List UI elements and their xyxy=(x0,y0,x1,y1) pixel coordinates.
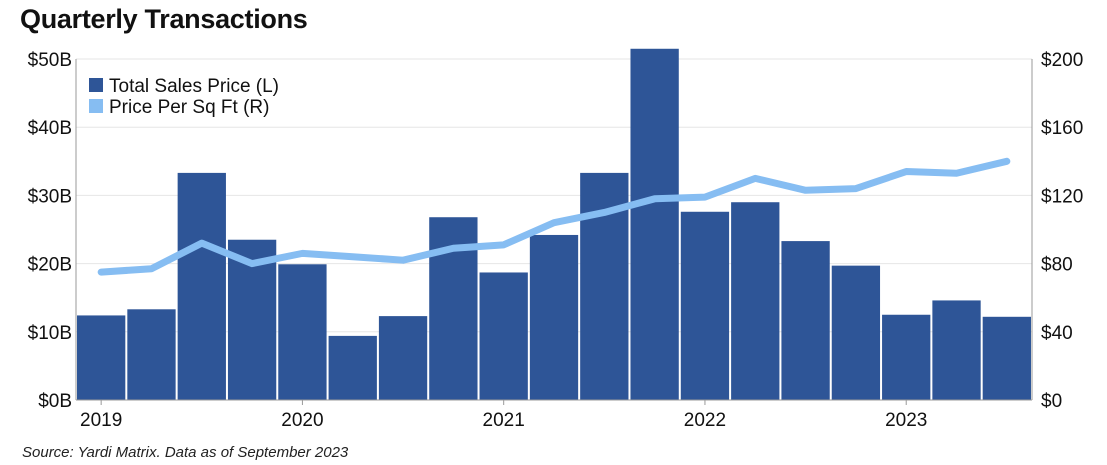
bar xyxy=(378,316,428,400)
x-tick-label: 2022 xyxy=(684,410,726,431)
bar xyxy=(982,316,1031,400)
legend-swatch-bar xyxy=(89,78,103,92)
bar xyxy=(328,335,377,400)
chart-svg: $0B $10B $20B $30B $40B $50B $0 $40 $80 $120 $160… xyxy=(28,48,1083,431)
right-axis-ticks: $0 $40 $80 $120 $160 $200 xyxy=(1041,50,1083,412)
right-tick-label: $0 xyxy=(1041,391,1062,412)
left-tick-label: $20B xyxy=(28,255,72,276)
x-tick-label: 2021 xyxy=(483,410,525,431)
chart-title: Quarterly Transactions xyxy=(20,4,308,34)
bar xyxy=(479,272,528,400)
bar xyxy=(177,172,226,400)
left-tick-label: $30B xyxy=(28,186,72,207)
left-tick-label: $0B xyxy=(38,391,72,412)
x-tick-label: 2023 xyxy=(885,410,927,431)
left-axis-ticks: $0B $10B $20B $30B $40B $50B xyxy=(28,50,72,412)
right-tick-label: $200 xyxy=(1041,50,1083,71)
bar xyxy=(529,234,579,400)
legend: Total Sales Price (L)Price Per Sq Ft (R) xyxy=(89,76,279,118)
x-tick-label: 2019 xyxy=(80,410,122,431)
x-tick-label: 2020 xyxy=(281,410,323,431)
right-tick-label: $160 xyxy=(1041,118,1083,139)
bar xyxy=(680,211,730,400)
left-tick-label: $50B xyxy=(28,50,72,71)
bar xyxy=(630,48,679,401)
bar xyxy=(731,202,780,400)
axes xyxy=(75,59,1033,401)
bar-series xyxy=(77,48,1031,401)
bar xyxy=(278,264,327,400)
left-tick-label: $10B xyxy=(28,323,72,344)
right-tick-label: $80 xyxy=(1041,255,1073,276)
right-tick-label: $40 xyxy=(1041,323,1073,344)
left-tick-label: $40B xyxy=(28,118,72,139)
line-series xyxy=(97,157,1011,276)
bar xyxy=(77,315,126,400)
legend-label-total-sales: Total Sales Price (L) xyxy=(109,76,279,97)
x-axis-ticks: 2019 2020 2021 2022 2023 xyxy=(80,400,927,431)
legend-swatch-line xyxy=(89,99,103,113)
bar xyxy=(781,241,830,400)
legend-label-price-per-sqft: Price Per Sq Ft (R) xyxy=(109,97,269,118)
right-tick-label: $120 xyxy=(1041,186,1083,207)
bar xyxy=(882,314,931,400)
bar xyxy=(831,265,881,400)
bar xyxy=(127,309,176,400)
source-note: Source: Yardi Matrix. Data as of Septemb… xyxy=(22,444,349,461)
bar xyxy=(932,300,981,400)
